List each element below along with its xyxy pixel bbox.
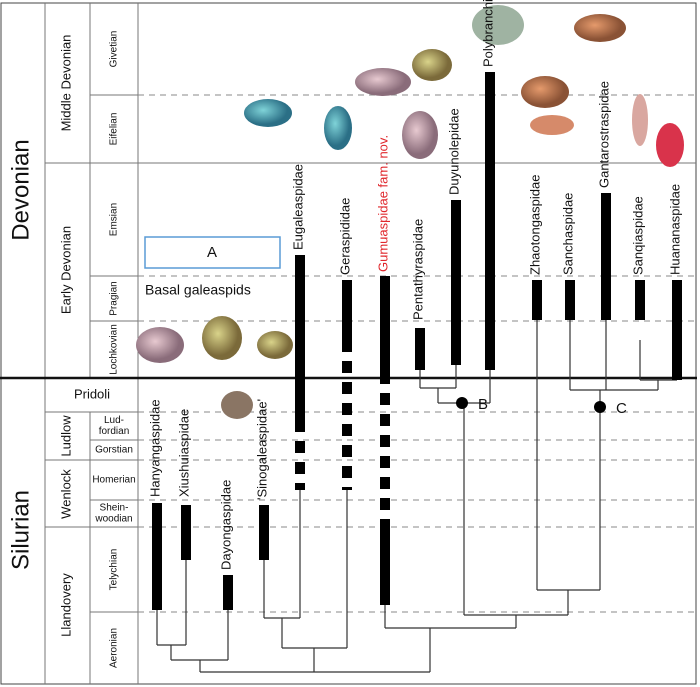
fossil	[257, 331, 293, 359]
taxon-label: Gantarostraspidae	[596, 81, 611, 188]
stage-label: Lud-	[104, 415, 124, 426]
taxon-label: Dayongaspidae	[218, 480, 233, 570]
branch	[419, 365, 491, 615]
fossil	[402, 111, 438, 159]
fossil	[244, 99, 292, 127]
fossil	[656, 123, 684, 167]
fossil	[574, 14, 626, 42]
box-a	[144, 236, 281, 269]
stage-label: Homerian	[92, 475, 135, 486]
node-label: C	[616, 400, 627, 417]
epoch-label: Early Devonian	[58, 226, 73, 314]
fossil	[355, 68, 411, 96]
stage-label: woodian	[94, 514, 132, 525]
stage-label: Givetian	[109, 31, 120, 68]
taxon-label: Duyunolepidae	[446, 108, 461, 195]
tree	[156, 320, 678, 673]
taxon-label: Huananaspidae	[667, 184, 682, 275]
fossil	[632, 94, 648, 146]
period-label: Devonian	[7, 139, 34, 240]
fossil	[221, 391, 253, 419]
epoch-label: Pridoli	[74, 386, 110, 401]
fossil	[136, 327, 184, 363]
node-c-dot	[594, 401, 606, 413]
fossil	[472, 5, 524, 45]
branch	[200, 490, 430, 673]
taxon-label: Sanchaspidae	[560, 193, 575, 275]
taxon-label: Pentathyraspidae	[410, 219, 425, 320]
stage-label: fordian	[99, 426, 130, 437]
taxon-label: Eugaleaspidae	[290, 164, 305, 250]
epoch-label: Ludlow	[58, 415, 73, 457]
fossil	[521, 76, 569, 108]
taxon-label: Gumuaspidae fam. nov.	[375, 135, 390, 272]
taxon-label: Geraspididae	[337, 198, 352, 275]
stage-label: Shein-	[100, 503, 129, 514]
stage-label: Aeronian	[109, 628, 120, 668]
taxon-label: Sanqiaspidae	[630, 196, 645, 275]
branch	[384, 320, 678, 672]
taxon-label: Hanyangaspidae	[147, 399, 162, 497]
stage-label: Lochkovian	[109, 324, 120, 375]
epoch-label: Middle Devonian	[58, 35, 73, 132]
node-label: B	[478, 396, 488, 413]
stage-label: Telychian	[109, 549, 120, 591]
taxon-label: 'Sinogaleaspidae'	[254, 399, 269, 500]
epoch-label: Llandovery	[58, 573, 73, 637]
stage-label: Gorstian	[95, 445, 133, 456]
taxon-label: Xiushuiaspidae	[176, 409, 191, 497]
stage-label: Eifelian	[109, 113, 120, 146]
fossil	[202, 316, 242, 360]
fossil-illustrations	[136, 5, 684, 419]
fossil	[324, 106, 352, 150]
fossil	[412, 49, 452, 81]
taxon-label: Zhaotongaspidae	[527, 175, 542, 275]
box-label: A	[207, 244, 217, 261]
taxon-label: Polybranchiaspidae	[480, 0, 495, 67]
node-b-dot	[456, 397, 468, 409]
basal-label: Basal galeaspids	[145, 282, 251, 298]
period-label: Silurian	[7, 490, 34, 570]
epoch-label: Wenlock	[58, 469, 73, 519]
stage-label: Emsian	[109, 203, 120, 236]
fossil	[530, 115, 574, 135]
stage-label: Pragian	[109, 281, 120, 315]
branch	[156, 560, 229, 672]
